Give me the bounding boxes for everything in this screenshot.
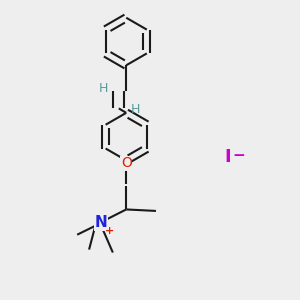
Text: O: O	[121, 156, 132, 170]
Text: I: I	[224, 148, 231, 166]
Text: H: H	[131, 103, 140, 116]
Text: −: −	[232, 148, 245, 163]
Text: +: +	[105, 226, 114, 236]
Text: H: H	[99, 82, 109, 95]
Text: N: N	[94, 215, 107, 230]
